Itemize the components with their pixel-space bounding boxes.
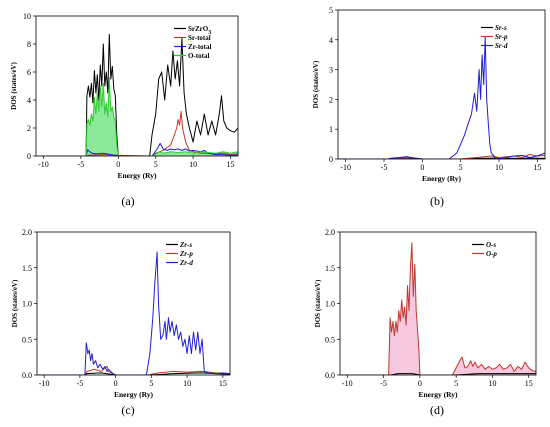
x-tick-label: -10 xyxy=(39,379,50,388)
legend-label: Sr-s xyxy=(495,24,507,32)
x-tick-label: 0 xyxy=(418,379,422,388)
y-tick-label: 2 xyxy=(329,95,333,104)
x-tick-label: 15 xyxy=(533,163,541,172)
y-tick-label: 5 xyxy=(329,6,333,15)
legend-label: Zr-p xyxy=(179,250,193,258)
series-fill xyxy=(340,242,536,375)
y-tick-label: 4 xyxy=(329,36,333,45)
y-tick-label: 3 xyxy=(329,66,333,75)
y-tick-label: 0.0 xyxy=(22,371,32,380)
chart-panel: -10 -5 0 5 10 15 0.0 0.5 1.0 1.5 2.0 Energy (Ry) DOS… xyxy=(314,228,537,417)
x-tick-label: 5 xyxy=(154,160,158,169)
panel-label: (d) xyxy=(430,403,444,417)
legend-label: O-total xyxy=(188,52,209,60)
y-tick-label: 2.0 xyxy=(22,228,32,237)
series-line xyxy=(340,373,536,375)
series-line xyxy=(340,242,536,375)
y-axis-label: DOS (states/eV) xyxy=(312,60,320,108)
plot-frame xyxy=(337,9,546,160)
series-line xyxy=(338,36,545,159)
legend-label: Sr-total xyxy=(188,34,211,42)
x-tick-label: 10 xyxy=(183,379,191,388)
y-tick-label: 0 xyxy=(27,152,31,161)
y-axis-label: DOS (states/eV) xyxy=(314,279,322,327)
y-tick-label: 1 xyxy=(329,125,333,134)
series-line xyxy=(36,33,238,156)
x-tick-label: -10 xyxy=(340,163,351,172)
plot-area xyxy=(340,242,536,375)
panel-label: (c) xyxy=(121,403,134,417)
y-tick-label: 0.5 xyxy=(22,335,32,344)
series-line xyxy=(36,142,238,156)
y-tick-label: 6 xyxy=(27,68,31,77)
series-line xyxy=(36,77,238,156)
x-axis-label: Energy (Ry) xyxy=(117,171,157,180)
y-tick-label: 2 xyxy=(27,124,31,133)
x-tick-label: 15 xyxy=(219,379,227,388)
y-axis-label: DOS (states/eV) xyxy=(10,62,18,110)
x-axis-label: Energy (Ry) xyxy=(114,390,154,399)
x-tick-label: 15 xyxy=(227,160,235,169)
panel-label: (b) xyxy=(430,194,444,208)
y-tick-label: 0.0 xyxy=(325,371,335,380)
y-tick-label: 0.5 xyxy=(325,335,335,344)
y-tick-label: 4 xyxy=(27,96,31,105)
y-tick-label: 2.0 xyxy=(325,228,335,237)
legend-label: Sr-p xyxy=(495,33,508,41)
x-tick-label: -5 xyxy=(381,163,388,172)
x-tick-label: 5 xyxy=(454,379,458,388)
y-tick-label: 0 xyxy=(329,155,333,164)
series-fill xyxy=(36,77,238,156)
series-line xyxy=(37,365,230,375)
panel-label: (a) xyxy=(121,194,134,208)
legend-label: Zr-total xyxy=(188,43,212,51)
x-tick-label: 15 xyxy=(525,379,533,388)
x-tick-label: -5 xyxy=(77,379,84,388)
x-tick-label: 10 xyxy=(488,379,496,388)
chart-panel: -10 -5 0 5 10 15 0 1 2 3 4 5 Energy (Ry) DOS (states/… xyxy=(312,6,546,208)
y-tick-label: 1.0 xyxy=(325,300,335,309)
y-tick-label: 1.5 xyxy=(325,264,335,273)
chart-panel: -10 -5 0 5 10 15 0.0 0.5 1.0 1.5 2.0 Energy (Ry) DOS… xyxy=(11,228,231,417)
x-axis-label: Energy (Ry) xyxy=(418,390,458,399)
legend-label: Zr-s xyxy=(179,241,192,249)
legend-label: O-s xyxy=(486,241,496,249)
series-line xyxy=(338,154,545,159)
x-tick-label: 10 xyxy=(189,160,197,169)
legend-label: Sr-d xyxy=(495,42,508,50)
plot-frame xyxy=(339,231,537,376)
x-tick-label: -5 xyxy=(380,379,387,388)
plot-area xyxy=(36,33,238,156)
plot-area xyxy=(37,251,230,375)
plot-frame xyxy=(35,15,239,157)
y-tick-label: 1.5 xyxy=(22,264,32,273)
series-line xyxy=(37,251,230,375)
chart-panel: -10 -5 0 5 10 15 0 2 4 6 8 10 Energy (Ry) DOS (states… xyxy=(10,12,239,208)
x-tick-label: 5 xyxy=(149,379,153,388)
legend-label: Zr-d xyxy=(179,259,193,267)
x-tick-label: 0 xyxy=(114,379,118,388)
y-tick-label: 8 xyxy=(27,40,31,49)
x-axis-label: Energy (Ry) xyxy=(422,174,462,183)
plot-frame xyxy=(36,231,231,376)
plot-area xyxy=(338,36,545,159)
x-tick-label: -10 xyxy=(342,379,353,388)
x-tick-label: -5 xyxy=(78,160,85,169)
x-tick-label: 0 xyxy=(116,160,120,169)
x-tick-label: 0 xyxy=(420,163,424,172)
y-tick-label: 1.0 xyxy=(22,300,32,309)
x-tick-label: -10 xyxy=(38,160,49,169)
legend-label: O-p xyxy=(486,250,497,258)
legend-label: SrZrO3 xyxy=(188,25,211,36)
y-axis-label: DOS (states/eV) xyxy=(11,279,19,327)
x-tick-label: 5 xyxy=(459,163,463,172)
x-tick-label: 10 xyxy=(495,163,503,172)
y-tick-label: 10 xyxy=(23,12,31,21)
